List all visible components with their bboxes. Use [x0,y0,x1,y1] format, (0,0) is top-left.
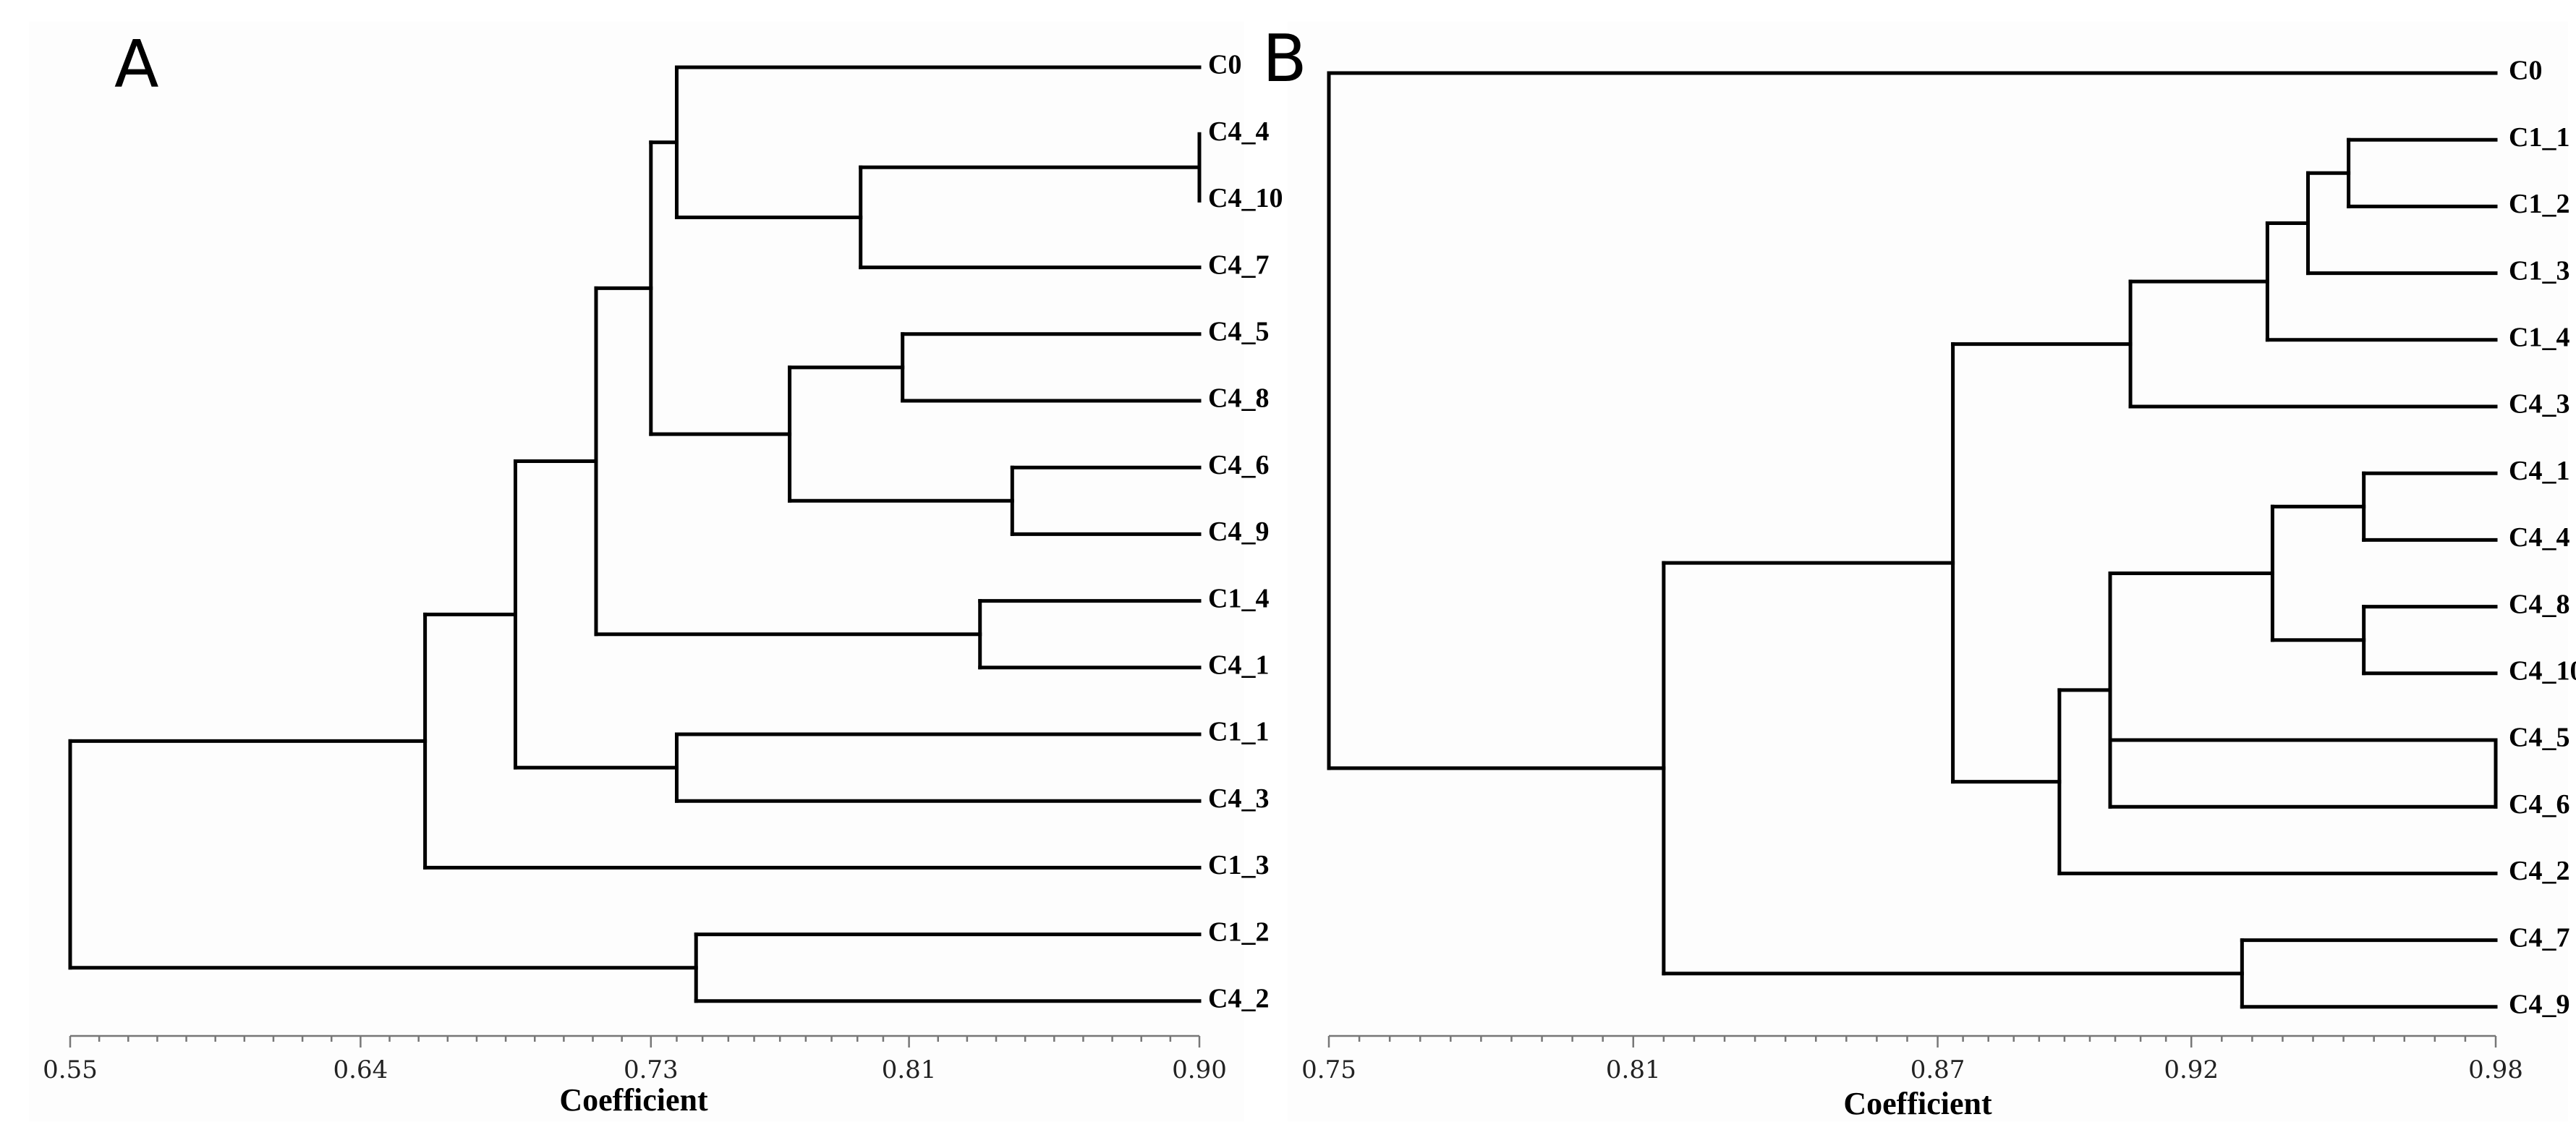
leaf-label-b-5: C1_4 [2509,323,2569,353]
x-axis-tick-label-a-3: 0.73 [624,1055,679,1084]
dendrogram-panel-b: C0 C1_1 C1_2 C1_3 C1_4 C4_3 C4_1 C4_4 C4_8 C4_10 C… [1301,56,2576,1084]
panel-a-x-axis-title: Coefficient [559,1082,708,1118]
leaf-label-b-13: C4_2 [2509,856,2569,886]
x-axis-tick-label-a-4: 0.81 [882,1055,937,1084]
leaf-label-b-7: C4_1 [2509,456,2569,486]
panel-b-background [1288,22,2568,1121]
dendrogram-panel-a: C0 C4_4 C4_10 C4_7 C4_5 C4_8 C4_6 C4_9 C1_4 C4_1 C… [43,50,1283,1084]
x-axis-tick-label-b-4: 0.92 [2164,1055,2219,1084]
panel-a-background [29,22,1244,1121]
leaf-label-a-7: C4_6 [1208,450,1269,480]
leaf-label-b-2: C1_1 [2509,122,2569,153]
leaf-label-a-13: C1_3 [1208,850,1269,880]
x-axis-tick-label-a-5: 0.90 [1172,1055,1227,1084]
leaf-label-a-15: C4_2 [1208,984,1269,1014]
leaf-label-a-6: C4_8 [1208,383,1269,414]
leaf-label-a-5: C4_5 [1208,317,1269,347]
x-axis-tick-label-a-1: 0.55 [43,1055,98,1084]
leaf-label-b-8: C4_4 [2509,522,2569,553]
leaf-label-b-10: C4_10 [2509,656,2576,687]
leaf-label-a-12: C4_3 [1208,783,1269,814]
panel-b-x-axis-title: Coefficient [1843,1086,1992,1121]
panel-a-letter: A [114,27,159,103]
leaf-label-b-9: C4_8 [2509,589,2569,619]
leaf-label-a-9: C1_4 [1208,583,1269,613]
leaf-label-b-4: C1_3 [2509,255,2569,286]
panel-b-letter: B [1262,21,1307,97]
leaf-label-a-8: C4_9 [1208,517,1269,547]
leaf-label-a-10: C4_1 [1208,650,1269,681]
leaf-label-b-12: C4_6 [2509,789,2569,820]
leaf-label-b-3: C1_2 [2509,189,2569,219]
leaf-label-a-3: C4_10 [1208,183,1283,213]
leaf-label-a-4: C4_7 [1208,250,1269,280]
x-axis-tick-label-b-5: 0.98 [2468,1055,2523,1084]
x-axis-tick-label-a-2: 0.64 [333,1055,388,1084]
leaf-label-b-1: C0 [2509,56,2542,86]
leaf-label-b-14: C4_7 [2509,922,2569,953]
leaf-label-a-14: C1_2 [1208,917,1269,947]
x-axis-tick-label-b-2: 0.81 [1606,1055,1661,1084]
leaf-label-a-1: C0 [1208,50,1241,80]
leaf-label-b-15: C4_9 [2509,990,2569,1020]
leaf-label-b-11: C4_5 [2509,723,2569,753]
leaf-label-b-6: C4_3 [2509,389,2569,420]
leaf-label-a-11: C1_1 [1208,717,1269,747]
leaf-label-a-2: C4_4 [1208,116,1269,147]
x-axis-tick-label-b-3: 0.87 [1910,1055,1965,1084]
x-axis-tick-label-b-1: 0.75 [1301,1055,1356,1084]
